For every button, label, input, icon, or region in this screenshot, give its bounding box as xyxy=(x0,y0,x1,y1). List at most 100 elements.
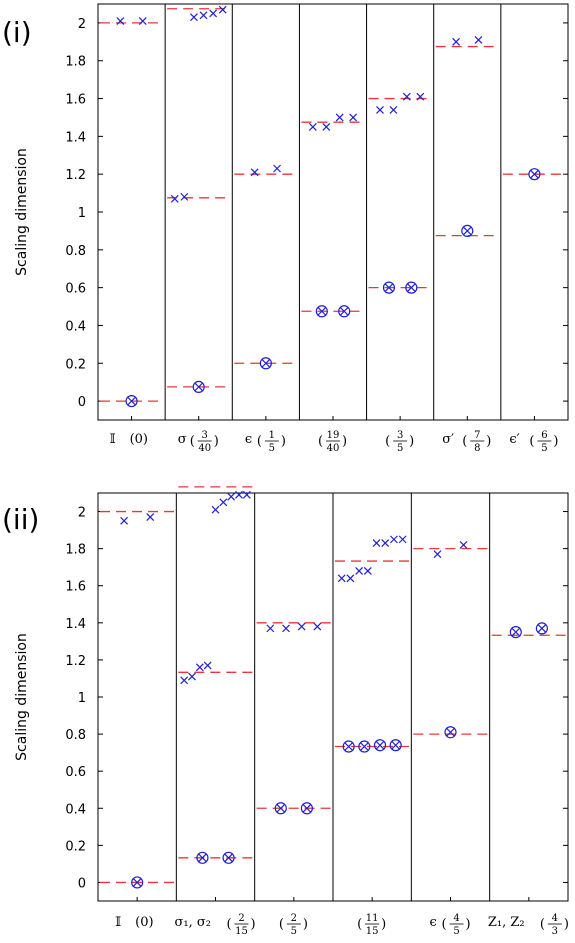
sector: σ′ (7 8) xyxy=(433,4,499,454)
numerical-cross-marker xyxy=(146,513,155,522)
label-denominator: 40 xyxy=(198,443,211,454)
panel-label: (ii) xyxy=(2,503,39,536)
label-numerator: 1 xyxy=(269,430,275,441)
numerical-cross-marker xyxy=(266,624,275,633)
label-numerator: 3 xyxy=(397,430,403,441)
sector-label: ϵ (1 5) xyxy=(245,430,286,454)
numerical-cross-marker xyxy=(211,505,220,514)
primary-circled-marker xyxy=(405,281,418,294)
primary-circled-marker xyxy=(274,802,287,815)
label-paren: ) xyxy=(381,917,386,932)
numerical-cross-marker xyxy=(335,113,344,122)
primary-circled-marker xyxy=(338,305,351,318)
label-text: 𝕀 xyxy=(110,432,116,447)
sector-label: (19 40) xyxy=(318,430,347,454)
sector-label: 𝕀 (0) xyxy=(115,915,153,930)
primary-circled-marker xyxy=(509,625,522,639)
numerical-cross-marker xyxy=(116,17,125,25)
primary-circled-marker xyxy=(315,305,328,318)
primary-circled-marker xyxy=(444,726,457,739)
primary-circled-marker xyxy=(389,739,402,752)
numerical-cross-marker xyxy=(402,92,411,101)
primary-circled-marker xyxy=(461,224,474,238)
y-tick-label: 0.6 xyxy=(65,765,86,780)
numerical-cross-marker xyxy=(273,164,281,173)
label-denominator: 5 xyxy=(397,443,403,454)
y-tick-label: 0 xyxy=(78,395,86,410)
numerical-cross-marker xyxy=(459,541,468,549)
sector-label: (11 15) xyxy=(357,913,386,937)
label-denominator: 40 xyxy=(327,443,340,454)
y-tick-label: 0.4 xyxy=(65,319,86,334)
numerical-cross-marker xyxy=(372,539,381,547)
label-numerator: 19 xyxy=(327,430,340,441)
y-tick-label: 1 xyxy=(78,206,86,221)
numerical-cross-marker xyxy=(227,492,236,501)
primary-circled-marker xyxy=(196,851,209,864)
label-paren: ) xyxy=(486,434,491,449)
y-tick-label: 0.4 xyxy=(65,802,86,817)
label-numerator: 4 xyxy=(552,913,558,924)
primary-circled-marker xyxy=(535,622,548,635)
sector: Z₁, Z₂ (4 3) xyxy=(488,493,569,937)
primary-circled-marker xyxy=(131,876,144,889)
label-denominator: 5 xyxy=(291,926,297,937)
sector-label: Z₁, Z₂ (4 3) xyxy=(488,913,569,937)
sector-label: 𝕀 (0) xyxy=(110,432,148,447)
label-numerator: 7 xyxy=(474,430,480,441)
label-paren: ) xyxy=(466,917,471,932)
numerical-cross-marker xyxy=(242,490,251,499)
label-text: σ′ xyxy=(442,432,454,447)
y-tick-label: 1.4 xyxy=(65,130,86,145)
sector: (19 40) xyxy=(298,4,365,454)
sector: ϵ′ (6 5) xyxy=(500,4,566,454)
label-numerator: 3 xyxy=(202,430,208,441)
sector: (11 15) xyxy=(332,493,410,937)
y-tick-label: 0.6 xyxy=(65,282,86,297)
label-text: σ₁, σ₂ xyxy=(175,915,211,930)
y-tick-label: 0.2 xyxy=(65,839,86,854)
numerical-cross-marker xyxy=(381,539,390,547)
numerical-cross-marker xyxy=(376,105,384,114)
primary-circled-marker xyxy=(125,394,138,408)
primary-circled-marker xyxy=(222,851,235,864)
primary-circled-marker xyxy=(192,380,205,394)
sector-label: ϵ′ (6 5) xyxy=(509,430,558,454)
sector-label: (2 5) xyxy=(279,913,308,937)
sector: 𝕀 (0) xyxy=(100,17,164,447)
label-paren: ( xyxy=(385,434,390,449)
primary-circled-marker xyxy=(382,281,396,294)
label-paren: ( xyxy=(318,434,323,449)
y-tick-label: 1 xyxy=(78,691,86,706)
y-tick-label: 1.6 xyxy=(65,580,86,595)
y-tick-label: 2 xyxy=(78,17,86,32)
y-tick-label: 1.8 xyxy=(65,55,86,70)
sector-label: σ₁, σ₂ (2 15) xyxy=(175,913,256,937)
label-paren: ( xyxy=(227,917,232,932)
panel-i: (i) Scaling dimension 0 0.2 0.4 0.6 0.8 1 1.2 1.4… xyxy=(2,3,569,454)
numerical-cross-marker xyxy=(138,17,147,25)
label-text: (0) xyxy=(130,432,148,447)
label-paren: ) xyxy=(564,917,569,932)
panel-label: (i) xyxy=(2,16,32,49)
numerical-cross-marker xyxy=(349,113,358,122)
sector: ϵ (1 5) xyxy=(231,4,298,454)
label-numerator: 11 xyxy=(366,913,379,924)
label-paren: ) xyxy=(251,917,256,932)
y-tick-label: 0.8 xyxy=(65,244,86,259)
label-paren: ( xyxy=(529,434,534,449)
y-tick-label: 1.8 xyxy=(65,543,86,558)
numerical-cross-marker xyxy=(199,11,208,20)
label-numerator: 2 xyxy=(238,913,244,924)
primary-circled-marker xyxy=(528,168,541,181)
label-paren: ( xyxy=(462,434,467,449)
plot-frame xyxy=(97,3,569,421)
primary-circled-marker xyxy=(259,357,272,370)
sector: σ(3 40) xyxy=(164,4,231,454)
label-text: ϵ xyxy=(430,915,437,930)
label-denominator: 5 xyxy=(453,926,459,937)
numerical-cross-marker xyxy=(170,194,179,203)
numerical-cross-marker xyxy=(398,535,407,544)
label-paren: ( xyxy=(279,917,284,932)
numerical-cross-marker xyxy=(203,661,212,670)
